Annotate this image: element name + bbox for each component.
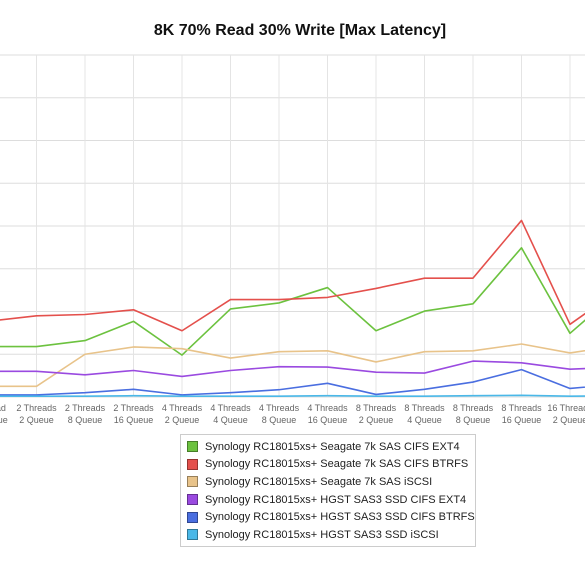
x-tick-label: 8 Threads (453, 403, 494, 413)
x-tick-label: 4 Threads (162, 403, 203, 413)
legend-label: Synology RC18015xs+ Seagate 7k SAS iSCSI (205, 475, 433, 488)
series-line-6 (0, 394, 585, 397)
x-tick-label: 2 Queue (19, 415, 54, 425)
legend-swatch (187, 494, 198, 506)
series-line-4 (0, 360, 585, 378)
x-tick-label: 1 Thread (0, 403, 6, 413)
x-tick-label: 2 Threads (113, 403, 154, 413)
legend: Synology RC18015xs+ Seagate 7k SAS CIFS … (180, 434, 476, 547)
x-tick-label: 2 Queue (359, 415, 394, 425)
x-tick-label: 8 Threads (501, 403, 542, 413)
legend-item: Synology RC18015xs+ HGST SAS3 SSD CIFS E… (187, 491, 475, 509)
series-line-1 (0, 247, 585, 356)
legend-label: Synology RC18015xs+ HGST SAS3 SSD CIFS B… (205, 511, 475, 524)
x-tick-label: 4 Threads (259, 403, 300, 413)
x-tick-label: 2 Queue (165, 415, 200, 425)
x-tick-label: 8 Queue (456, 415, 491, 425)
legend-swatch (187, 441, 198, 453)
x-tick-label: 2 Threads (16, 403, 57, 413)
x-tick-label: 16 Queue (502, 415, 542, 425)
x-tick-label: 4 Queue (407, 415, 442, 425)
x-tick-label: 16 Queue (0, 415, 8, 425)
chart-title: 8K 70% Read 30% Write [Max Latency] (154, 22, 446, 39)
x-tick-label: 8 Queue (68, 415, 103, 425)
series-line-2 (0, 219, 585, 332)
x-tick-label: 4 Queue (213, 415, 248, 425)
x-tick-label: 8 Threads (356, 403, 397, 413)
legend-label: Synology RC18015xs+ HGST SAS3 SSD CIFS E… (205, 493, 467, 506)
x-tick-label: 16 Queue (114, 415, 154, 425)
x-tick-label: 8 Threads (404, 403, 445, 413)
series-line-5 (0, 368, 585, 396)
legend-item: Synology RC18015xs+ HGST SAS3 SSD iSCSI (187, 526, 475, 544)
legend-swatch (187, 529, 198, 541)
legend-item: Synology RC18015xs+ Seagate 7k SAS iSCSI (187, 473, 475, 491)
x-tick-label: 16 Threads (547, 403, 585, 413)
legend-label: Synology RC18015xs+ HGST SAS3 SSD iSCSI (205, 528, 439, 541)
series-lines (0, 219, 585, 397)
line-chart: 8K 70% Read 30% Write [Max Latency] 1 Th… (0, 22, 585, 425)
legend-label: Synology RC18015xs+ Seagate 7k SAS CIFS … (205, 458, 469, 471)
legend-swatch (187, 511, 198, 523)
x-tick-label: 4 Threads (307, 403, 348, 413)
series-line-3 (0, 343, 585, 388)
legend-label: Synology RC18015xs+ Seagate 7k SAS CIFS … (205, 440, 460, 453)
legend-item: Synology RC18015xs+ Seagate 7k SAS CIFS … (187, 438, 475, 456)
legend-swatch (187, 458, 198, 470)
x-tick-label: 2 Threads (65, 403, 106, 413)
x-tick-label: 4 Threads (210, 403, 251, 413)
x-tick-label: 2 Queue (553, 415, 585, 425)
legend-swatch (187, 476, 198, 488)
legend-item: Synology RC18015xs+ Seagate 7k SAS CIFS … (187, 456, 475, 474)
x-tick-label: 16 Queue (308, 415, 348, 425)
x-tick-label: 8 Queue (262, 415, 297, 425)
grid (0, 54, 585, 398)
x-axis-ticks: 1 Thread 16 Queue 2 Threads 2 Queue 2 Thread… (0, 403, 585, 425)
legend-item: Synology RC18015xs+ HGST SAS3 SSD CIFS B… (187, 508, 475, 526)
